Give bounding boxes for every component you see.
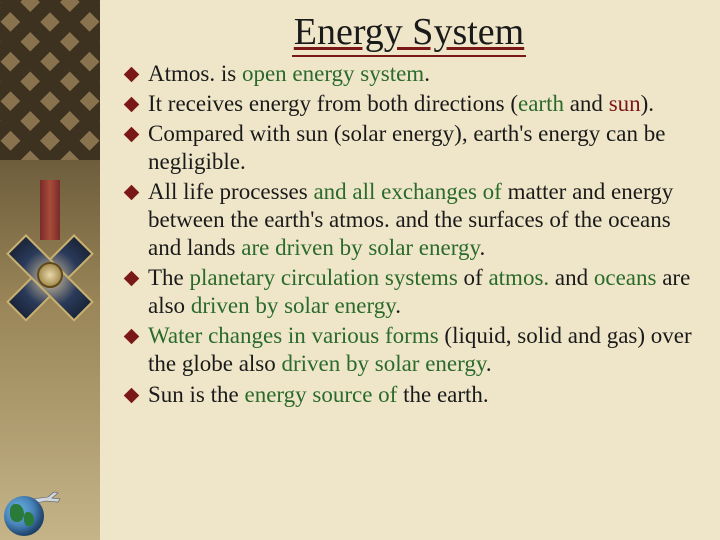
body-text: and — [549, 265, 594, 290]
globe-icon — [4, 496, 44, 536]
bullet-item: All life processes and all exchanges of … — [120, 178, 698, 262]
body-text: . — [486, 351, 492, 376]
body-text: . — [479, 235, 485, 260]
bullet-item: The planetary circulation systems of atm… — [120, 264, 698, 320]
highlight-text: atmos. — [488, 265, 549, 290]
highlight-text: sun — [609, 91, 641, 116]
corner-illustration — [4, 486, 64, 536]
body-text: The — [148, 265, 190, 290]
body-text: ). — [641, 91, 654, 116]
highlight-text: earth — [518, 91, 564, 116]
checkerboard-pattern — [0, 0, 100, 160]
body-text: It receives energy from both directions … — [148, 91, 518, 116]
slide-content: Energy System Atmos. is open energy syst… — [100, 0, 720, 540]
highlight-text: are driven by solar energy — [241, 235, 479, 260]
slide: Energy System Atmos. is open energy syst… — [0, 0, 720, 540]
medal-center — [37, 262, 63, 288]
body-text: . — [395, 293, 401, 318]
body-text: Sun is the — [148, 382, 244, 407]
highlight-text: planetary circulation systems — [190, 265, 458, 290]
highlight-text: open energy system — [242, 61, 424, 86]
bullet-list: Atmos. is open energy system. It receives… — [120, 60, 698, 409]
highlight-text: oceans — [594, 265, 657, 290]
bullet-item: Atmos. is open energy system. — [120, 60, 698, 88]
body-text: Atmos. is — [148, 61, 242, 86]
slide-title: Energy System — [292, 11, 526, 57]
highlight-text: driven by solar energy — [191, 293, 395, 318]
bullet-item: Sun is the energy source of the earth. — [120, 381, 698, 409]
highlight-text: driven by solar energy — [282, 351, 486, 376]
body-text: of — [458, 265, 489, 290]
body-text: All life processes — [148, 179, 313, 204]
highlight-text: energy source of — [244, 382, 397, 407]
title-container: Energy System — [120, 10, 698, 54]
body-text: . — [424, 61, 430, 86]
bullet-item: Compared with sun (solar energy), earth'… — [120, 120, 698, 176]
bullet-item: Water changes in various forms (liquid, … — [120, 322, 698, 378]
medal-ornament — [6, 180, 94, 360]
highlight-text: Water changes in various forms — [148, 323, 439, 348]
bullet-item: It receives energy from both directions … — [120, 90, 698, 118]
decorative-sidebar — [0, 0, 100, 540]
highlight-text: and all exchanges of — [313, 179, 501, 204]
body-text: and — [564, 91, 609, 116]
body-text: Compared with sun (solar energy), earth'… — [148, 121, 665, 174]
body-text: the earth. — [397, 382, 488, 407]
